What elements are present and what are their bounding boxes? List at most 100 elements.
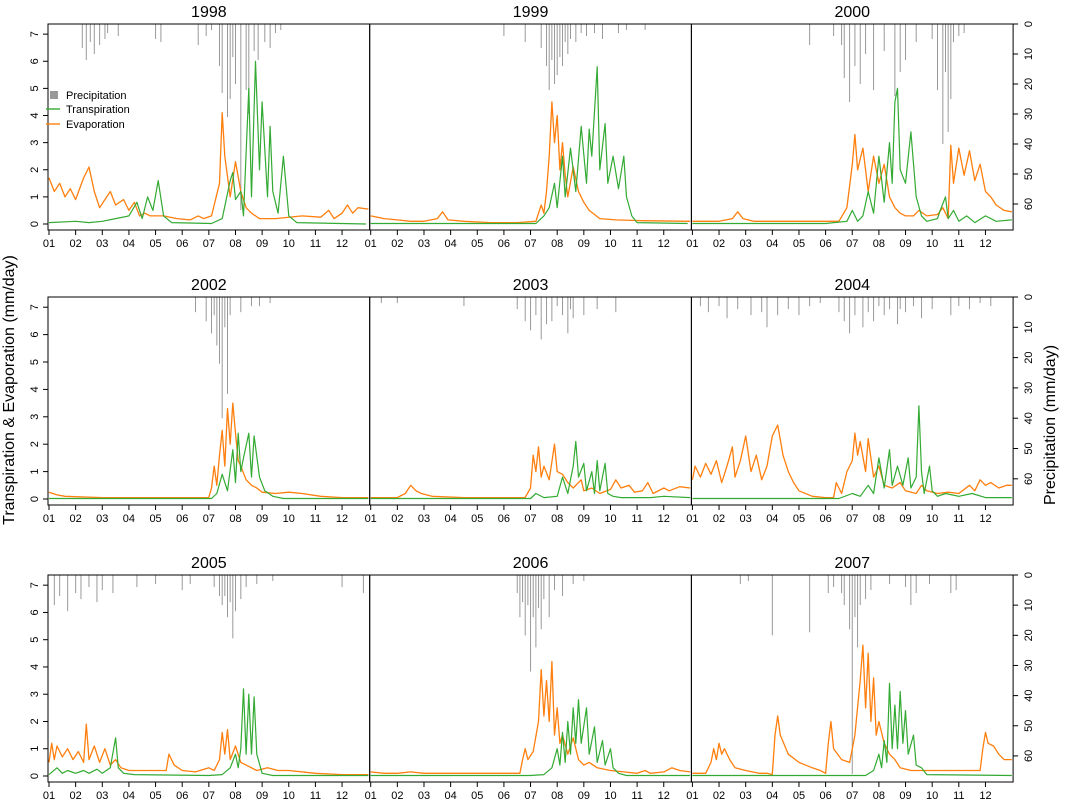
month-tick-label: 08: [873, 790, 885, 802]
month-tick-label: 04: [123, 790, 135, 802]
month-tick-label: 02: [713, 790, 725, 802]
month-tick-label: 03: [740, 238, 752, 250]
y2-tick-label: 10: [1023, 48, 1035, 60]
transpiration-line-2003: [370, 440, 691, 500]
panel-title-2003: 2003: [513, 277, 549, 294]
y-tick-label: 5: [29, 85, 41, 91]
month-tick-label: 01: [686, 790, 698, 802]
month-tick-label: 02: [70, 790, 82, 802]
month-tick-label: 09: [578, 790, 590, 802]
y2-tick-label: 10: [1023, 599, 1035, 611]
month-tick-label: 12: [336, 238, 348, 250]
y-tick-label: 2: [29, 167, 41, 173]
month-tick-label: 03: [418, 238, 430, 250]
month-tick-label: 10: [926, 238, 938, 250]
month-tick-label: 05: [471, 513, 483, 525]
month-tick-label: 01: [686, 238, 698, 250]
y2-tick-label: 40: [1023, 689, 1035, 701]
month-tick-label: 04: [123, 513, 135, 525]
month-tick-label: 02: [391, 513, 403, 525]
y-tick-label: 3: [29, 140, 41, 146]
evaporation-line-2006: [370, 660, 691, 774]
y-tick-label: 1: [29, 746, 41, 752]
panel-1999: 1999 01 02 03 04 05 06 07 08 09 10 11 12: [365, 4, 692, 250]
month-tick-label: 07: [846, 790, 858, 802]
y-tick-label: 6: [29, 332, 41, 338]
month-tick-label: 04: [766, 790, 778, 802]
y2-tick-label: 30: [1023, 659, 1035, 671]
panel-2006: 2006 01 02 03 04 05 06 07 08 09 10 11 12: [365, 555, 692, 802]
y-tick-label: 0: [29, 221, 41, 227]
month-tick-label: 10: [604, 238, 616, 250]
y2-tick-label: 20: [1023, 78, 1035, 90]
month-tick-label: 12: [658, 238, 670, 250]
month-tick-label: 12: [979, 790, 991, 802]
month-tick-label: 09: [256, 790, 268, 802]
month-tick-label: 06: [498, 238, 510, 250]
month-tick-label: 07: [203, 513, 215, 525]
month-tick-label: 10: [283, 790, 295, 802]
evaporation-line-2007: [692, 644, 1012, 776]
y2-tick-label: 0: [1023, 572, 1035, 578]
y-tick-label: 7: [29, 304, 41, 310]
month-tick-label: 10: [604, 513, 616, 525]
month-tick-label: 08: [551, 790, 563, 802]
y2-tick-label: 0: [1023, 21, 1035, 27]
y2-tick-label: 40: [1023, 138, 1035, 150]
month-tick-label: 08: [551, 238, 563, 250]
y2-tick-label: 30: [1023, 382, 1035, 394]
y-tick-label: 6: [29, 609, 41, 615]
month-tick-label: 05: [471, 790, 483, 802]
y2-tick-label: 50: [1023, 442, 1035, 454]
month-tick-label: 08: [229, 513, 241, 525]
month-tick-label: 07: [203, 790, 215, 802]
month-tick-label: 10: [283, 513, 295, 525]
month-tick-label: 01: [686, 513, 698, 525]
month-tick-label: 01: [365, 790, 377, 802]
month-tick-label: 05: [793, 513, 805, 525]
transpiration-line-1998: [48, 60, 367, 225]
panel-2000: 2000 01 02 03 04 05 06 07 08 09 10 11 12 0 10 20 30 40 50 6…: [686, 4, 1035, 250]
panel-title-1999: 1999: [513, 4, 549, 21]
month-tick-label: 08: [229, 238, 241, 250]
month-tick-label: 08: [551, 513, 563, 525]
month-tick-label: 07: [524, 790, 536, 802]
panel-2004: 2004 01 02 03 04 05 06 07 08 09 10 11 12 0 10 20 30 40 50 6…: [686, 277, 1035, 525]
month-tick-label: 12: [979, 513, 991, 525]
month-tick-label: 05: [471, 238, 483, 250]
y2-tick-label: 40: [1023, 412, 1035, 424]
legend: Precipitation Transpiration Evaporation: [46, 90, 130, 131]
y-tick-label: 4: [29, 664, 41, 670]
month-tick-label: 02: [70, 513, 82, 525]
month-tick-label: 04: [445, 513, 457, 525]
month-tick-label: 07: [846, 513, 858, 525]
month-tick-label: 09: [899, 790, 911, 802]
month-tick-label: 10: [283, 238, 295, 250]
panel-2003: 2003 01 02 03 04 05 06 07 08 09 10 11 12: [365, 277, 692, 525]
evaporation-line-2000: [692, 133, 1012, 222]
panel-frame-2000: [690, 23, 1014, 231]
month-tick-label: 11: [953, 513, 964, 525]
month-tick-label: 03: [418, 790, 430, 802]
y2-tick-label: 30: [1023, 108, 1035, 120]
y-tick-label: 0: [29, 773, 41, 779]
month-tick-label: 05: [793, 238, 805, 250]
panel-title-2006: 2006: [513, 555, 549, 572]
panel-title-2007: 2007: [834, 555, 870, 572]
evaporation-line-1998: [48, 112, 369, 221]
y2-tick-label: 60: [1023, 473, 1035, 485]
y-axis-label: Transpiration & Evaporation (mm/day): [1, 255, 18, 525]
transpiration-line-2005: [48, 688, 369, 777]
month-tick-label: 11: [631, 790, 642, 802]
month-tick-label: 01: [365, 238, 377, 250]
month-tick-label: 04: [123, 238, 135, 250]
y-tick-label: 2: [29, 718, 41, 724]
panel-title-2000: 2000: [834, 4, 870, 21]
evaporation-line-1999: [370, 101, 691, 224]
panel-frame-2004: [690, 296, 1014, 506]
y-tick-label: 3: [29, 691, 41, 697]
month-tick-label: 09: [899, 238, 911, 250]
month-tick-label: 07: [524, 238, 536, 250]
y2-tick-label: 50: [1023, 168, 1035, 180]
month-tick-label: 02: [391, 790, 403, 802]
